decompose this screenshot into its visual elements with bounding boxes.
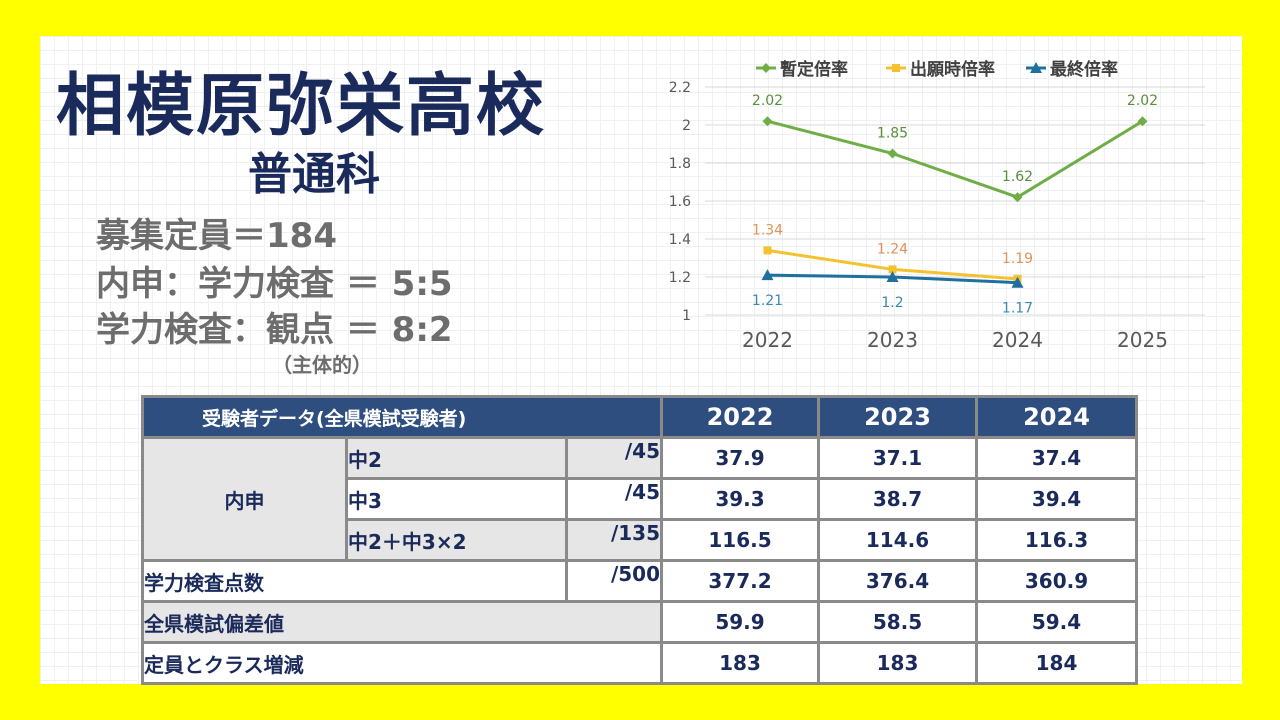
course-name: 普通科 bbox=[248, 149, 380, 200]
cell-value: 114.6 bbox=[817, 518, 979, 562]
year-header: 2024 bbox=[975, 395, 1139, 439]
data-label: 1.19 bbox=[1002, 251, 1033, 267]
data-point bbox=[888, 265, 897, 274]
ratio-test-viewpoint: 学力検査：観点 ＝ 8:2 bbox=[96, 310, 453, 350]
x-tick-label: 2023 bbox=[867, 328, 918, 352]
data-point bbox=[762, 116, 773, 127]
data-label: 2.02 bbox=[1127, 93, 1158, 109]
data-point bbox=[763, 246, 772, 255]
cell-value: 37.9 bbox=[660, 436, 821, 480]
table-header-label: 受験者データ(全県模試受験者) bbox=[140, 395, 664, 439]
data-label: 1.24 bbox=[877, 241, 908, 257]
cell-value: 39.3 bbox=[660, 477, 821, 521]
x-tick-label: 2025 bbox=[1117, 328, 1168, 352]
data-point bbox=[887, 148, 898, 159]
cell-value: 376.4 bbox=[817, 559, 979, 603]
data-point bbox=[1137, 116, 1148, 127]
table-row: 学力検査点数 /500 377.2 376.4 360.9 bbox=[141, 559, 1139, 603]
legend-marker bbox=[1030, 62, 1042, 73]
y-tick-label: 1.8 bbox=[669, 156, 691, 172]
table-row: 中3 /45 39.3 38.7 39.4 bbox=[143, 477, 1139, 521]
cell-value: 58.5 bbox=[817, 600, 979, 644]
series-line bbox=[767, 119, 1144, 199]
data-point bbox=[1011, 276, 1024, 288]
row-max: /45 bbox=[564, 436, 664, 480]
naishin-label: 内申 bbox=[141, 436, 348, 562]
data-point bbox=[761, 269, 774, 281]
row-label: 中2＋中3×2 bbox=[345, 518, 568, 562]
cell-value: 59.4 bbox=[975, 600, 1139, 644]
data-label: 1.21 bbox=[752, 293, 783, 309]
row-label: 中3 bbox=[345, 477, 568, 521]
row-max: /45 bbox=[564, 477, 664, 521]
cell-value: 37.1 bbox=[817, 436, 979, 480]
cell-value: 37.4 bbox=[975, 436, 1139, 480]
data-label: 1.34 bbox=[752, 222, 783, 238]
row-label: 全県模試偏差値 bbox=[140, 600, 664, 644]
school-name: 相模原弥栄高校 bbox=[56, 67, 547, 146]
cell-value: 39.4 bbox=[975, 477, 1139, 521]
data-label: 1.85 bbox=[877, 126, 908, 142]
y-tick-label: 2 bbox=[682, 118, 691, 134]
row-label: 定員とクラス増減 bbox=[140, 641, 664, 685]
y-tick-label: 1.4 bbox=[669, 232, 691, 248]
data-point bbox=[1012, 192, 1023, 203]
table-row: 中2＋中3×2 /135 116.5 114.6 116.3 bbox=[143, 518, 1139, 562]
legend-label: 最終倍率 bbox=[1050, 59, 1118, 80]
table-header-row: 受験者データ(全県模試受験者) 2022 2023 2024 bbox=[140, 395, 1139, 439]
legend-label: 出願時倍率 bbox=[910, 59, 995, 80]
cell-value: 184 bbox=[975, 641, 1139, 685]
row-label: 学力検査点数 bbox=[141, 559, 568, 603]
viewpoint-note: （主体的） bbox=[272, 353, 372, 377]
table-row: 内申 中2 /45 37.9 37.1 37.4 bbox=[141, 436, 1139, 562]
x-tick-label: 2024 bbox=[992, 328, 1043, 352]
table-row: 全県模試偏差値 59.9 58.5 59.4 bbox=[140, 600, 1139, 644]
y-tick-label: 1.6 bbox=[669, 194, 691, 210]
cell-value: 59.9 bbox=[660, 600, 821, 644]
legend-marker bbox=[761, 63, 771, 73]
data-label: 2.02 bbox=[752, 93, 783, 109]
y-tick-label: 2.2 bbox=[669, 80, 691, 96]
applicant-data-table: 受験者データ(全県模試受験者) 2022 2023 2024 内申 中2 /45… bbox=[140, 395, 1139, 685]
cell-value: 116.5 bbox=[660, 518, 821, 562]
cell-value: 116.3 bbox=[975, 518, 1139, 562]
data-label: 1.62 bbox=[1002, 169, 1033, 185]
table-row: 定員とクラス増減 183 183 184 bbox=[140, 641, 1139, 685]
cell-value: 377.2 bbox=[660, 559, 821, 603]
data-label: 1.17 bbox=[1002, 301, 1033, 317]
row-max: /135 bbox=[564, 518, 664, 562]
data-label: 1.2 bbox=[881, 295, 903, 311]
y-tick-label: 1.2 bbox=[669, 270, 691, 286]
x-tick-label: 2022 bbox=[742, 328, 793, 352]
year-header: 2023 bbox=[817, 395, 979, 439]
row-label: 中2 bbox=[345, 436, 568, 480]
capacity-info: 募集定員＝184 bbox=[96, 216, 337, 256]
legend-label: 暫定倍率 bbox=[780, 59, 848, 80]
cell-value: 183 bbox=[817, 641, 979, 685]
y-tick-label: 1 bbox=[682, 308, 691, 324]
year-header: 2022 bbox=[660, 395, 821, 439]
ratio-naishin-test: 内申：学力検査 ＝ 5:5 bbox=[96, 264, 453, 304]
data-point bbox=[886, 271, 899, 282]
cell-value: 38.7 bbox=[817, 477, 979, 521]
legend-marker bbox=[892, 64, 900, 72]
row-max: /500 bbox=[564, 559, 664, 603]
ratio-line-chart: 1 1.2 1.4 1.6 1.8 2 2.2 2022 2023 2024 2025 暫定倍率 出願時… bbox=[669, 59, 1205, 352]
cell-value: 183 bbox=[660, 641, 821, 685]
cell-value: 360.9 bbox=[975, 559, 1139, 603]
